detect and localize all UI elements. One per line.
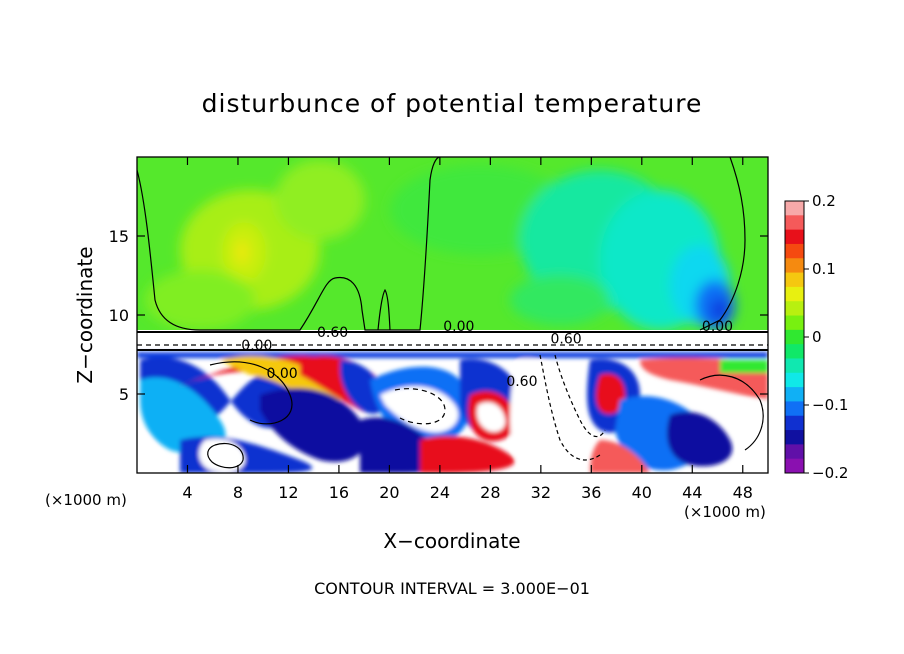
x-tick-label: 40	[632, 483, 652, 502]
x-unit-left: (×1000 m)	[45, 491, 127, 509]
y-tick-label: 15	[109, 227, 129, 246]
heatmap-field	[137, 157, 768, 473]
contour-label: 0.00	[267, 366, 298, 382]
colorbar-tick-label: 0	[812, 328, 822, 346]
contour-label: 0.00	[702, 319, 733, 335]
contour-labels: 0.60 0.00 0.60 0.00 0.00 0.00 0.60	[241, 319, 733, 390]
x-tick-label: 48	[733, 483, 753, 502]
colorbar-segment	[785, 301, 804, 317]
y-axis-label: Z−coordinate	[73, 246, 97, 383]
contour-line-upper	[137, 157, 441, 331]
colorbar-segment	[785, 243, 804, 259]
contour-label: 0.00	[443, 319, 474, 335]
contour-label: 0.60	[506, 374, 537, 390]
x-axis-label: X−coordinate	[383, 529, 520, 553]
interface-band	[137, 330, 768, 352]
x-tick-label: 24	[430, 483, 450, 502]
colorbar-segment	[785, 329, 804, 345]
upper-layer-patches	[145, 160, 735, 330]
chart-title: disturbunce of potential temperature	[202, 89, 703, 118]
colorbar-tick-label: 0.2	[812, 192, 836, 210]
lower-layer-patches	[137, 352, 768, 473]
contour-line-small	[377, 288, 391, 331]
x-unit-right: (×1000 m)	[684, 503, 766, 521]
contour-label: 0.00	[241, 338, 272, 354]
contour-line-right	[699, 157, 746, 331]
y-tick-label: 10	[109, 306, 129, 325]
colorbar-segment	[785, 372, 804, 388]
contour-plume	[539, 354, 601, 461]
contour-interval-note: CONTOUR INTERVAL = 3.000E−01	[314, 579, 590, 598]
colorbar-segment	[785, 272, 804, 288]
contour-right-low	[699, 374, 764, 451]
x-tick-label: 20	[379, 483, 399, 502]
colorbar-segment	[785, 258, 804, 274]
colorbar-segment	[785, 387, 804, 402]
colorbar-tick-label: 0.1	[812, 260, 836, 278]
x-axis: 4 8 12 16 20 24 28 32 36 40 44 48	[182, 157, 753, 502]
x-tick-label: 4	[182, 483, 192, 502]
contour-bottom-left	[207, 442, 244, 469]
colorbar	[784, 200, 805, 474]
colorbar-segment	[785, 458, 804, 474]
y-tick-label: 5	[119, 385, 129, 404]
x-tick-label: 44	[682, 483, 702, 502]
contour-lines	[137, 157, 768, 469]
colorbar-ticks: 0.2 0.1 0 −0.1 −0.2	[804, 192, 848, 482]
x-tick-label: 36	[581, 483, 601, 502]
colorbar-segment	[785, 415, 804, 431]
x-tick-label: 8	[233, 483, 243, 502]
colorbar-segment	[785, 344, 804, 359]
colorbar-segment	[785, 215, 804, 231]
x-tick-label: 32	[531, 483, 551, 502]
colorbar-tick-label: −0.2	[812, 464, 848, 482]
colorbar-segment	[785, 430, 804, 445]
contour-eddy-left	[209, 361, 293, 425]
colorbar-segment	[785, 401, 804, 417]
contour-label: 0.60	[550, 331, 581, 347]
colorbar-segment	[785, 201, 804, 216]
x-tick-label: 16	[329, 483, 349, 502]
colorbar-segment	[785, 286, 804, 302]
y-axis: 5 10 15	[109, 227, 768, 404]
contour-eddy-mid	[394, 388, 446, 425]
colorbar-segment	[785, 358, 804, 374]
colorbar-segment	[785, 229, 804, 245]
x-tick-label: 28	[480, 483, 500, 502]
x-tick-label: 12	[278, 483, 298, 502]
contour-label: 0.60	[317, 325, 348, 341]
colorbar-tick-label: −0.1	[812, 396, 848, 414]
colorbar-segment	[785, 315, 804, 331]
colorbar-segment	[785, 444, 804, 460]
